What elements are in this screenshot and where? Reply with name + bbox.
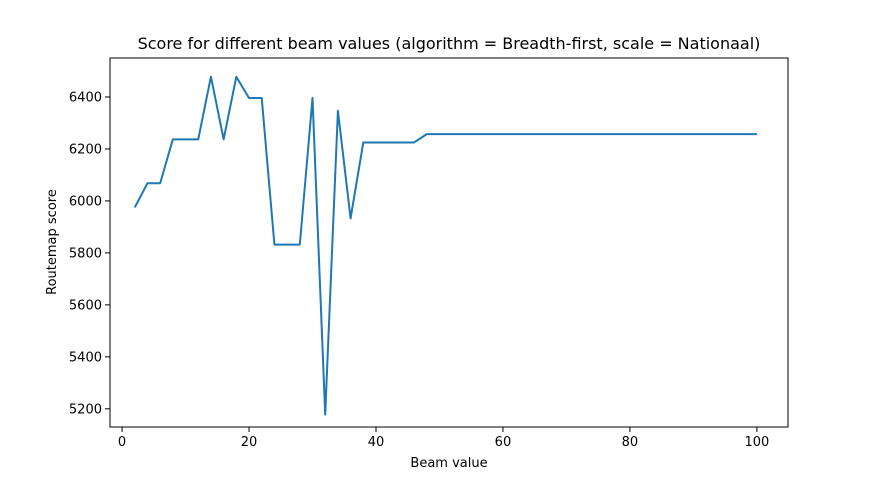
x-tick-label: 60 (495, 435, 512, 450)
y-tick-label: 6200 (69, 142, 102, 157)
series-line-0 (133, 75, 757, 416)
x-tick-label: 0 (118, 435, 126, 450)
x-tick-label: 100 (744, 435, 769, 450)
x-axis-label: Beam value (410, 456, 487, 471)
y-tick-label: 6000 (69, 194, 102, 209)
plot-frame (109, 57, 789, 428)
y-tick-label: 5200 (69, 402, 102, 417)
y-tick-label: 5800 (69, 246, 102, 261)
x-tick-label: 20 (241, 435, 258, 450)
y-tick-label: 5400 (69, 350, 102, 365)
y-tick-label: 5600 (69, 298, 102, 313)
y-axis-label: Routemap score (45, 189, 60, 295)
x-tick-label: 80 (622, 435, 639, 450)
y-tick-label: 6400 (69, 90, 102, 105)
x-tick-label: 40 (368, 435, 385, 450)
chart-title: Score for different beam values (algorit… (138, 34, 761, 53)
